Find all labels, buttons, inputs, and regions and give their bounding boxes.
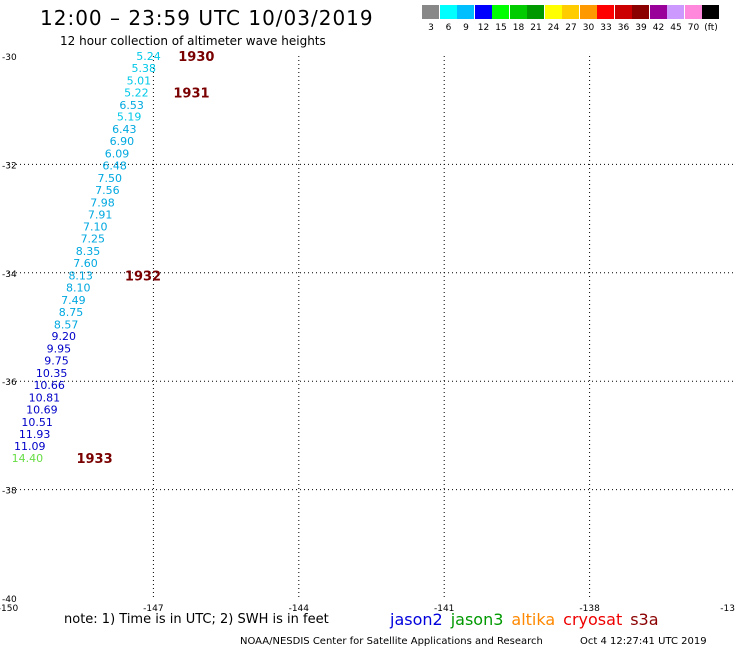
legend-label: 27 <box>565 23 577 33</box>
pass-time-label: 1931 <box>173 86 209 101</box>
legend-swatch <box>439 5 457 19</box>
x-tick-label: -138 <box>579 604 600 614</box>
x-tick-label: -141 <box>434 604 454 614</box>
legend-swatch <box>457 5 474 19</box>
footer-note: note: 1) Time is in UTC; 2) SWH is in fe… <box>64 612 329 627</box>
y-tick-label: -32 <box>2 161 17 171</box>
swh-data-point: 5.22 <box>124 86 149 99</box>
swh-data-point: 5.24 <box>136 50 161 63</box>
legend-swatch <box>614 5 632 19</box>
swh-data-point: 10.35 <box>36 367 68 380</box>
legend-label: 36 <box>617 23 630 33</box>
swh-data-point: 9.95 <box>47 343 72 356</box>
swh-data-point: 6.90 <box>110 135 135 148</box>
swh-data-point: 7.25 <box>81 233 106 246</box>
legend-label: 15 <box>495 23 507 33</box>
swh-data-point: 7.10 <box>83 221 108 234</box>
swh-data-point: 7.60 <box>73 257 98 270</box>
legend-swatch <box>667 5 684 19</box>
legend-label: 39 <box>635 23 647 33</box>
legend-label: 33 <box>600 23 612 33</box>
legend-swatch <box>422 5 439 19</box>
legend-label: 70 <box>687 23 700 33</box>
chart-subtitle: 12 hour collection of altimeter wave hei… <box>60 34 326 48</box>
y-tick-label: -38 <box>2 487 17 497</box>
legend-swatch <box>509 5 527 19</box>
swh-data-point: 6.43 <box>112 123 137 136</box>
swh-data-point: 11.09 <box>14 440 46 453</box>
mission-legend: jason2 jason3 altika cryosat s3a <box>390 610 667 629</box>
mission-label: s3a <box>630 610 659 629</box>
swh-data-point: 7.49 <box>61 294 86 307</box>
swh-data-point: 7.56 <box>95 184 120 197</box>
legend-label: 12 <box>477 23 490 33</box>
legend-swatch <box>492 5 509 19</box>
pass-time-label: 1930 <box>178 50 214 65</box>
swh-data-point: 5.38 <box>131 62 156 75</box>
swh-data-point: 8.57 <box>54 318 79 331</box>
swh-data-point: 8.10 <box>66 281 91 294</box>
legend-swatch <box>632 5 649 19</box>
legend-swatch <box>562 5 579 19</box>
legend-swatch <box>544 5 562 19</box>
swh-data-point: 8.75 <box>59 306 84 319</box>
swh-data-point: 11.93 <box>19 428 51 441</box>
swh-data-point: 10.66 <box>33 379 65 392</box>
legend-label: (ft) <box>704 23 718 33</box>
mission-label: jason3 <box>450 610 504 629</box>
chart-title: 12:00 – 23:59 UTC 10/03/2019 <box>40 6 374 30</box>
x-tick-label: -144 <box>289 604 310 614</box>
legend-label: 18 <box>512 23 525 33</box>
swh-data-point: 7.91 <box>88 208 113 221</box>
y-tick-label: -40 <box>2 595 17 605</box>
swh-data-point: 9.20 <box>51 330 76 343</box>
swh-data-point: 8.13 <box>68 270 93 283</box>
mission-label: altika <box>511 610 556 629</box>
y-tick-label: -34 <box>2 270 17 280</box>
generated-timestamp: Oct 4 12:27:41 UTC 2019 <box>580 636 707 647</box>
y-tick-label: -36 <box>2 378 17 388</box>
legend-label: 30 <box>582 23 595 33</box>
swh-data-point: 7.98 <box>90 196 115 209</box>
legend-swatch <box>702 5 719 19</box>
y-tick-label: -30 <box>2 53 17 63</box>
swh-data-point: 14.40 <box>12 452 44 465</box>
legend-label: 45 <box>670 23 682 33</box>
swh-data-point: 5.19 <box>117 111 142 124</box>
swh-data-point: 10.51 <box>21 416 53 429</box>
swh-data-point: 5.01 <box>127 74 152 87</box>
mission-label: cryosat <box>563 610 623 629</box>
x-tick-label: -147 <box>143 604 163 614</box>
mission-label: jason2 <box>390 610 443 629</box>
legend-swatch <box>474 5 492 19</box>
swh-data-point: 7.50 <box>98 172 123 185</box>
legend-label: 21 <box>530 23 542 33</box>
swh-data-point: 10.69 <box>26 403 58 416</box>
legend-label: 42 <box>652 23 665 33</box>
swh-data-point: 6.53 <box>119 99 144 112</box>
swh-data-point: 10.81 <box>29 391 61 404</box>
swh-data-point: 6.48 <box>102 159 127 172</box>
x-tick-label: -13 <box>720 604 735 614</box>
x-tick-label: -150 <box>0 604 18 614</box>
swh-data-point: 6.09 <box>105 148 130 161</box>
legend-label: 9 <box>463 23 469 33</box>
legend-label: 24 <box>547 23 560 33</box>
pass-time-label: 1933 <box>76 452 112 467</box>
swh-data-point: 9.75 <box>44 355 69 368</box>
pass-time-label: 1932 <box>125 270 161 285</box>
credit-line: NOAA/NESDIS Center for Satellite Applica… <box>240 636 543 647</box>
legend-label: 6 <box>445 23 452 33</box>
legend-swatch <box>527 5 544 19</box>
swh-data-point: 8.35 <box>76 245 101 258</box>
legend-swatch <box>684 5 702 19</box>
legend-swatch <box>649 5 667 19</box>
legend-swatch <box>579 5 597 19</box>
legend-swatch <box>597 5 614 19</box>
legend-label: 3 <box>428 23 434 33</box>
